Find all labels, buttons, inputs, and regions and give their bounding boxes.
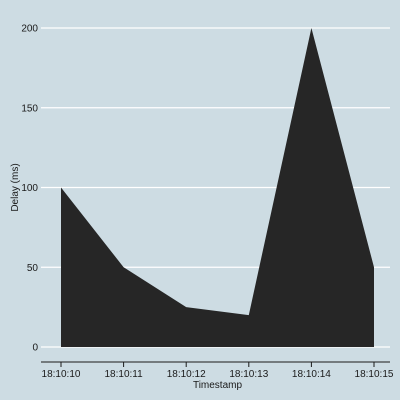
x-tick-label: 18:10:14 <box>292 369 331 380</box>
x-tick-label: 18:10:11 <box>105 369 144 380</box>
x-tick-label: 18:10:10 <box>42 369 81 380</box>
x-tick-label: 18:10:12 <box>167 369 206 380</box>
y-tick-label: 0 <box>32 343 38 354</box>
y-tick-label: 200 <box>21 24 38 35</box>
y-axis-title: Delay (ms) <box>10 163 21 211</box>
x-tick-label: 18:10:13 <box>229 369 268 380</box>
y-tick-label: 100 <box>21 183 38 194</box>
y-tick-label: 50 <box>27 263 39 274</box>
x-tick-label: 18:10:15 <box>355 369 394 380</box>
y-tick-label: 150 <box>21 103 38 114</box>
x-axis-title: Timestamp <box>193 380 243 391</box>
